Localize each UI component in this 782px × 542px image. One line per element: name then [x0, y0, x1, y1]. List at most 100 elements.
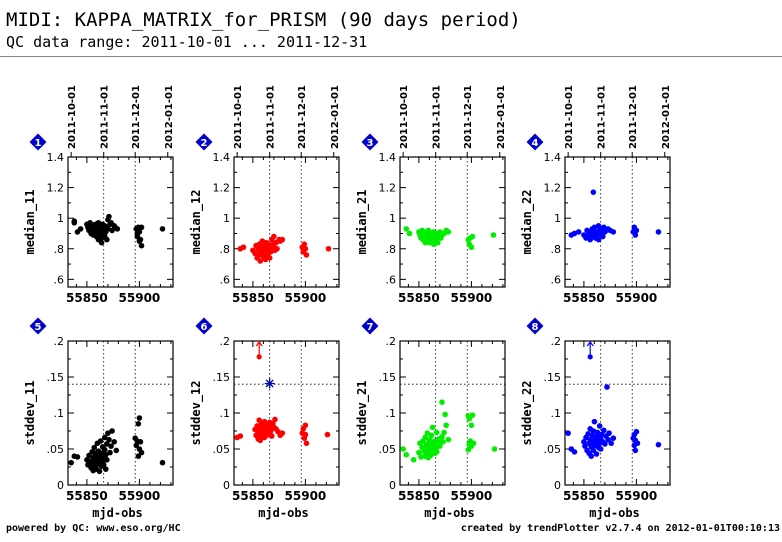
y-tick-label: .05 — [213, 443, 231, 456]
data-point — [490, 232, 497, 238]
y-axis-label: median_21 — [355, 189, 370, 254]
data-point — [403, 226, 410, 232]
date-tick-label: 2011-12-01 — [628, 85, 639, 149]
data-point — [433, 429, 440, 436]
data-point — [593, 451, 600, 457]
y-tick-label: .15 — [544, 371, 562, 384]
data-point — [602, 441, 608, 447]
date-tick-label: 2012-01-01 — [330, 85, 341, 149]
data-point — [632, 232, 639, 238]
data-point — [71, 218, 78, 225]
data-point — [104, 457, 110, 463]
data-point — [428, 432, 435, 439]
data-point — [587, 436, 593, 443]
data-point — [632, 447, 639, 454]
data-point — [68, 459, 74, 466]
y-axis-label: stddev_21 — [355, 380, 370, 445]
x-tick-label: 55900 — [119, 489, 161, 503]
data-point — [590, 189, 597, 195]
date-tick-label: 2011-11-01 — [432, 85, 443, 149]
data-point — [591, 224, 598, 231]
panel-number: 6 — [201, 322, 208, 333]
y-axis-label: median_12 — [189, 189, 204, 254]
x-axis-label: mjd-obs — [92, 506, 143, 520]
y-axis-label: median_11 — [23, 189, 38, 254]
data-point — [406, 230, 413, 237]
data-point — [104, 441, 110, 447]
data-point — [138, 449, 145, 456]
x-tick-label: 55850 — [232, 291, 274, 305]
y-tick-label: .1 — [220, 407, 231, 420]
outlier-arrow-head — [255, 341, 263, 347]
data-point — [96, 468, 103, 475]
data-point — [443, 422, 450, 429]
date-tick-label: 2011-10-01 — [233, 85, 244, 149]
data-point — [585, 431, 591, 437]
data-point — [466, 415, 473, 422]
date-tick-label: 2012-01-01 — [496, 85, 507, 149]
data-point — [274, 245, 280, 252]
y-axis-label: median_22 — [520, 189, 535, 254]
data-point — [272, 416, 278, 423]
y-tick-label: 1.4 — [47, 151, 65, 164]
data-point — [427, 452, 434, 459]
data-point — [610, 229, 617, 235]
data-point — [325, 245, 332, 252]
data-point — [136, 229, 143, 235]
y-tick-label: .1 — [54, 407, 65, 420]
x-tick-label: 55900 — [285, 291, 327, 305]
data-point — [581, 439, 587, 445]
data-point — [416, 449, 422, 456]
data-point — [410, 457, 417, 463]
panel-number: 7 — [367, 322, 374, 333]
data-point — [303, 252, 310, 258]
y-tick-label: .2 — [54, 335, 65, 348]
y-tick-label: 0 — [554, 479, 561, 492]
data-point — [240, 244, 247, 251]
data-point — [108, 443, 114, 449]
y-tick-label: .05 — [379, 443, 397, 456]
data-point — [595, 236, 602, 243]
y-tick-label: .2 — [220, 335, 231, 348]
panel-number: 3 — [367, 138, 374, 149]
data-point — [262, 256, 269, 263]
plot-frame — [233, 340, 340, 486]
panel-number: 5 — [35, 322, 42, 333]
data-point — [103, 466, 109, 472]
y-tick-label: 1 — [57, 212, 64, 225]
data-point — [655, 441, 662, 448]
x-tick-label: 55850 — [66, 291, 108, 305]
data-point — [565, 430, 571, 436]
data-point — [441, 429, 447, 436]
data-point — [261, 418, 268, 425]
footer-powered-by: powered by QC: www.eso.org/HC — [6, 523, 181, 534]
data-point — [136, 415, 143, 421]
y-tick-label: .15 — [379, 371, 397, 384]
data-point — [86, 452, 92, 459]
y-tick-label: .6 — [220, 273, 231, 286]
panel-number-badge — [195, 133, 213, 151]
x-tick-label: 55900 — [285, 489, 327, 503]
data-point — [103, 451, 109, 458]
data-point — [104, 236, 110, 243]
data-point — [429, 424, 436, 431]
data-point — [279, 430, 286, 436]
y-tick-label: .1 — [386, 407, 397, 420]
data-point — [426, 436, 433, 443]
y-tick-label: 1.4 — [544, 151, 562, 164]
panel-1: .6 .8 1 1.2 1.4 55850 55900 median_11 2011-10-01… — [23, 85, 175, 305]
panel-number-badge — [361, 317, 379, 335]
x-tick-label: 55850 — [398, 489, 440, 503]
panel-number: 1 — [35, 138, 42, 149]
x-tick-label: 55900 — [451, 489, 493, 503]
data-point — [606, 430, 612, 436]
chart-subtitle: QC data range: 2011-10-01 ... 2011-12-31 — [6, 33, 368, 51]
x-tick-label: 55850 — [66, 489, 108, 503]
data-point — [237, 433, 244, 439]
data-point — [400, 446, 406, 452]
plot-frame — [67, 156, 174, 288]
panel-7: 0 .05 .1 .15 .2 55850 55900 stddev_21 mjd-obs 7 — [355, 317, 506, 520]
data-point — [138, 242, 145, 249]
data-point — [137, 236, 144, 243]
data-point — [113, 447, 120, 454]
